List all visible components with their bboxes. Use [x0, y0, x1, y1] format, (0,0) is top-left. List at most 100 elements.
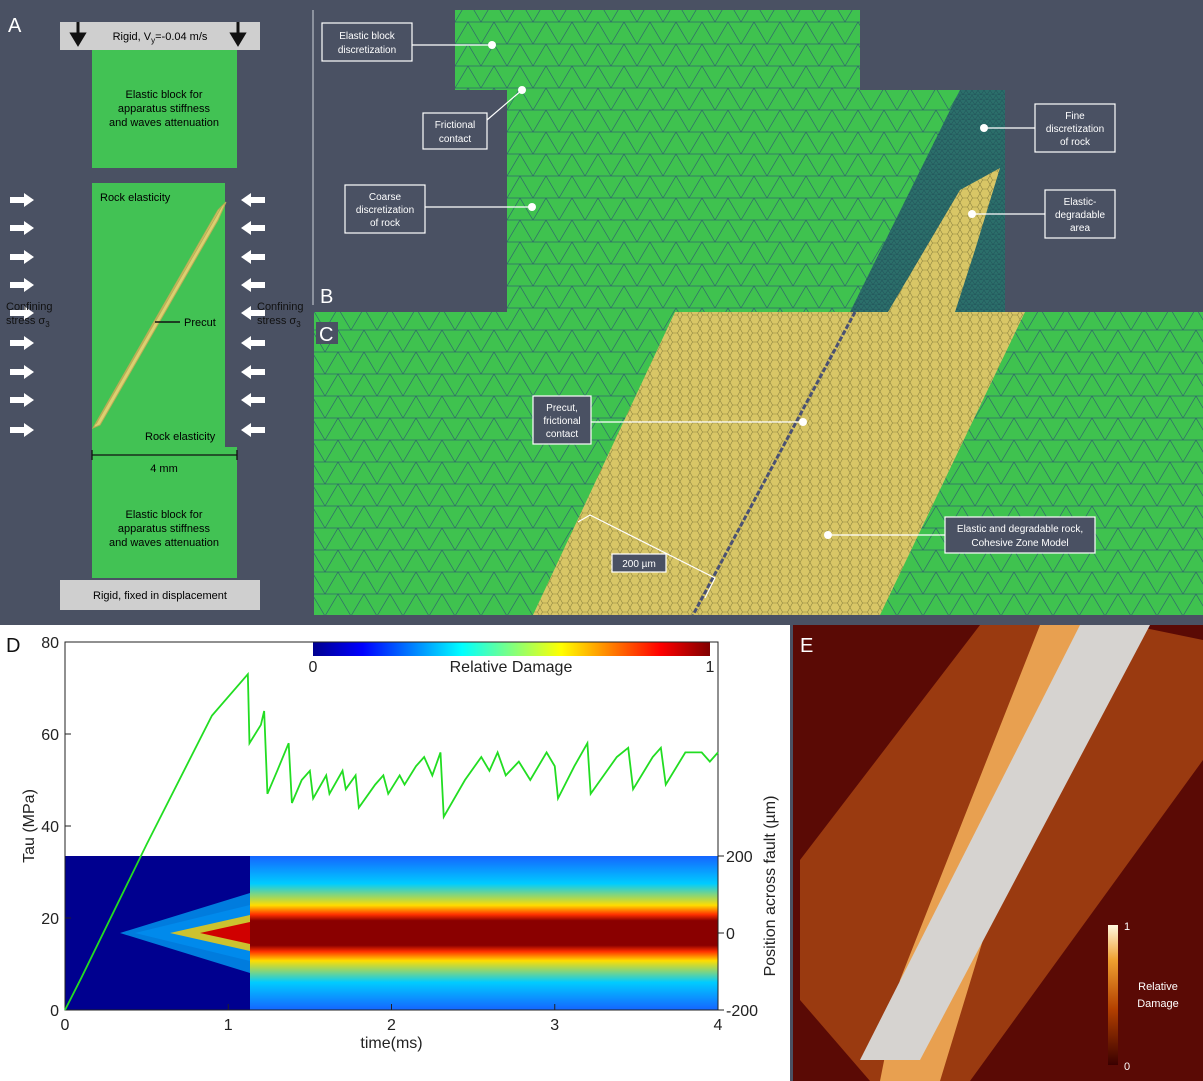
- svg-text:Elastic and degradable rock,Co: Elastic and degradable rock, Cohesive Zon…: [957, 524, 1083, 549]
- heatmap-band: [250, 856, 718, 1010]
- arrow: [10, 221, 34, 235]
- panel-e: E Relative Damage 01: [793, 625, 1203, 1081]
- x-tick-label: 3: [550, 1017, 559, 1034]
- arrow: [241, 393, 265, 407]
- label-box: Frictional contact: [422, 112, 488, 150]
- lower-block: [92, 447, 237, 578]
- label-box: Coarse discretization of rock: [344, 184, 426, 234]
- y2-tick-label: 0: [726, 926, 735, 943]
- y-axis-title: Tau (MPa): [21, 789, 38, 863]
- leader-dot: [968, 210, 976, 218]
- y-tick-label: 0: [50, 1003, 59, 1020]
- colorbar: [1108, 925, 1118, 1065]
- leader-dot: [528, 203, 536, 211]
- x-axis-title: time(ms): [360, 1035, 422, 1052]
- arrow: [241, 278, 265, 292]
- heatmap-wedge: [200, 922, 250, 944]
- arrow: [10, 336, 34, 350]
- colorbar-label: Relative Damage: [450, 659, 573, 676]
- y-tick-label: 40: [41, 819, 59, 836]
- leader-dot: [824, 531, 832, 539]
- label-bg: [316, 322, 338, 344]
- colorbar-tick-label: 0: [1124, 1061, 1130, 1073]
- load-arrows: [69, 22, 247, 47]
- tau-line: [64, 671, 719, 1011]
- leader-dot: [488, 41, 496, 49]
- arrow: [10, 393, 34, 407]
- x-tick-label: 4: [714, 1017, 723, 1034]
- arrow: [10, 193, 34, 207]
- leader: [486, 89, 523, 121]
- chart-bg: [0, 625, 790, 1081]
- panel-a: A Rigid, Vy=-0.04 m/s Elastic block for a…: [6, 15, 303, 610]
- arrow: [10, 306, 34, 320]
- leader-dot: [518, 86, 526, 94]
- arrow: [241, 250, 265, 264]
- label-box: Fine discretization of rock: [1034, 103, 1116, 153]
- precut-line: [691, 311, 857, 616]
- panel-label: B: [320, 286, 333, 308]
- arrow: [241, 193, 265, 207]
- width-text: 4 mm: [150, 463, 178, 475]
- colorbar-tick-label: 0: [309, 659, 318, 676]
- arrow: [241, 365, 265, 379]
- panel-b: B Elastic block discretization Frictional…: [320, 10, 1116, 312]
- confining-left: Confining stress σ3: [6, 301, 52, 329]
- panel-label: C: [319, 324, 333, 346]
- y2-tick-label: 200: [726, 849, 753, 866]
- rock-bottom-text: Rock elasticity: [145, 431, 216, 443]
- precut-line: [95, 205, 223, 425]
- arrow: [10, 365, 34, 379]
- scale-bar: [577, 514, 716, 599]
- degradable-rock: [533, 312, 1025, 615]
- colorbar-ticks: 01: [1124, 921, 1130, 1073]
- label-box: Precut, frictional contact: [532, 395, 592, 445]
- label-box: Elastic block discretization: [321, 22, 413, 62]
- y-tick-label: 80: [41, 635, 59, 652]
- x-tick-label: 0: [61, 1017, 70, 1034]
- lower-block-text: Elastic block for apparatus stiffness and …: [109, 509, 219, 549]
- panel-label: D: [6, 635, 20, 657]
- rigid-bottom: [60, 580, 260, 610]
- arrow: [241, 306, 265, 320]
- panel-label: A: [8, 15, 22, 37]
- width-dim: [91, 450, 238, 460]
- arrow: [10, 278, 34, 292]
- colorbar: [313, 642, 710, 656]
- y-tick-label: 20: [41, 911, 59, 928]
- colorbar-tick-label: 1: [1124, 921, 1130, 933]
- upper-block: [92, 50, 237, 168]
- confining-arrows: [10, 193, 265, 437]
- y-tick-label: 60: [41, 727, 59, 744]
- label-box: Elastic-degradable area: [1044, 189, 1116, 239]
- elastic-block-mesh: [455, 10, 860, 90]
- rock-top-text: Rock elasticity: [100, 192, 171, 204]
- y2-axis-title: Position across fault (µm): [762, 796, 779, 977]
- rigid-top-text: Rigid, Vy=-0.04 m/s: [113, 31, 208, 45]
- panel-label: E: [800, 635, 813, 657]
- rigid-bottom-text: Rigid, fixed in displacement: [93, 590, 227, 602]
- arrow: [241, 423, 265, 437]
- rigid-top: [60, 22, 260, 50]
- x-tick-label: 1: [224, 1017, 233, 1034]
- damage-core: [860, 625, 1150, 1060]
- leader-dot: [799, 418, 807, 426]
- arrow: [10, 423, 34, 437]
- arrow: [241, 336, 265, 350]
- y2-tick-label: -200: [726, 1003, 758, 1020]
- svg-text:200 µm: 200 µm: [622, 559, 656, 570]
- panel-c: C Precut, frictional contact Elastic and d…: [314, 311, 1203, 616]
- degradable-area: [888, 168, 1000, 312]
- confining-right: Confining stress σ3: [257, 301, 303, 329]
- arrow: [10, 250, 34, 264]
- precut-text: Precut: [184, 317, 216, 329]
